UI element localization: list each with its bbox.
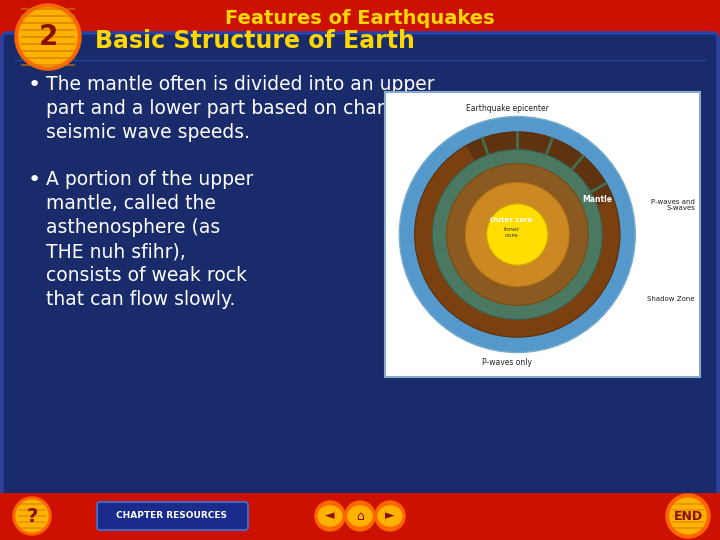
Circle shape bbox=[666, 494, 710, 538]
Text: CHAPTER RESOURCES: CHAPTER RESOURCES bbox=[117, 511, 228, 521]
FancyBboxPatch shape bbox=[385, 92, 700, 377]
Circle shape bbox=[432, 150, 602, 320]
Text: THE nuh sfihr),: THE nuh sfihr), bbox=[46, 242, 186, 261]
Circle shape bbox=[13, 497, 51, 535]
Text: Mantle: Mantle bbox=[582, 194, 612, 204]
Circle shape bbox=[345, 501, 375, 531]
Text: ►: ► bbox=[385, 510, 395, 523]
Circle shape bbox=[446, 164, 588, 305]
Text: The mantle often is divided into an upper: The mantle often is divided into an uppe… bbox=[46, 75, 435, 94]
Text: mantle, called the: mantle, called the bbox=[46, 194, 216, 213]
Circle shape bbox=[16, 500, 48, 532]
Circle shape bbox=[15, 4, 81, 70]
Circle shape bbox=[19, 8, 77, 66]
FancyBboxPatch shape bbox=[2, 33, 718, 499]
Text: Outer core: Outer core bbox=[490, 217, 533, 224]
Circle shape bbox=[670, 498, 706, 534]
Ellipse shape bbox=[318, 506, 342, 526]
Text: ◄: ◄ bbox=[325, 510, 335, 523]
Text: that can flow slowly.: that can flow slowly. bbox=[46, 290, 235, 309]
Text: P-waves and
S-waves: P-waves and S-waves bbox=[651, 199, 695, 212]
Circle shape bbox=[465, 183, 570, 286]
Text: ?: ? bbox=[27, 507, 37, 525]
Text: A portion of the upper: A portion of the upper bbox=[46, 170, 253, 189]
FancyBboxPatch shape bbox=[97, 502, 248, 530]
Text: Features of Earthquakes: Features of Earthquakes bbox=[225, 9, 495, 28]
Text: Basic Structure of Earth: Basic Structure of Earth bbox=[95, 29, 415, 53]
Text: Inner
core: Inner core bbox=[503, 227, 520, 238]
Circle shape bbox=[415, 132, 620, 337]
Ellipse shape bbox=[348, 506, 372, 526]
Circle shape bbox=[487, 204, 548, 265]
Circle shape bbox=[400, 117, 635, 353]
Text: 2: 2 bbox=[38, 23, 58, 51]
Text: consists of weak rock: consists of weak rock bbox=[46, 266, 247, 285]
Text: •: • bbox=[28, 75, 41, 95]
Circle shape bbox=[315, 501, 345, 531]
Text: Earthquake epicenter: Earthquake epicenter bbox=[466, 104, 549, 113]
Text: •: • bbox=[28, 170, 41, 190]
Wedge shape bbox=[466, 132, 613, 234]
Bar bbox=[0, 493, 720, 540]
Ellipse shape bbox=[378, 506, 402, 526]
Text: Shadow Zone: Shadow Zone bbox=[647, 296, 695, 302]
Bar bbox=[0, 0, 720, 35]
Text: asthenosphere (as: asthenosphere (as bbox=[46, 218, 220, 237]
Text: END: END bbox=[673, 510, 703, 523]
Text: seismic wave speeds.: seismic wave speeds. bbox=[46, 123, 250, 142]
Text: P-waves only: P-waves only bbox=[482, 358, 532, 367]
Circle shape bbox=[375, 501, 405, 531]
Text: ⌂: ⌂ bbox=[356, 510, 364, 523]
Text: part and a lower part based on changing: part and a lower part based on changing bbox=[46, 99, 429, 118]
